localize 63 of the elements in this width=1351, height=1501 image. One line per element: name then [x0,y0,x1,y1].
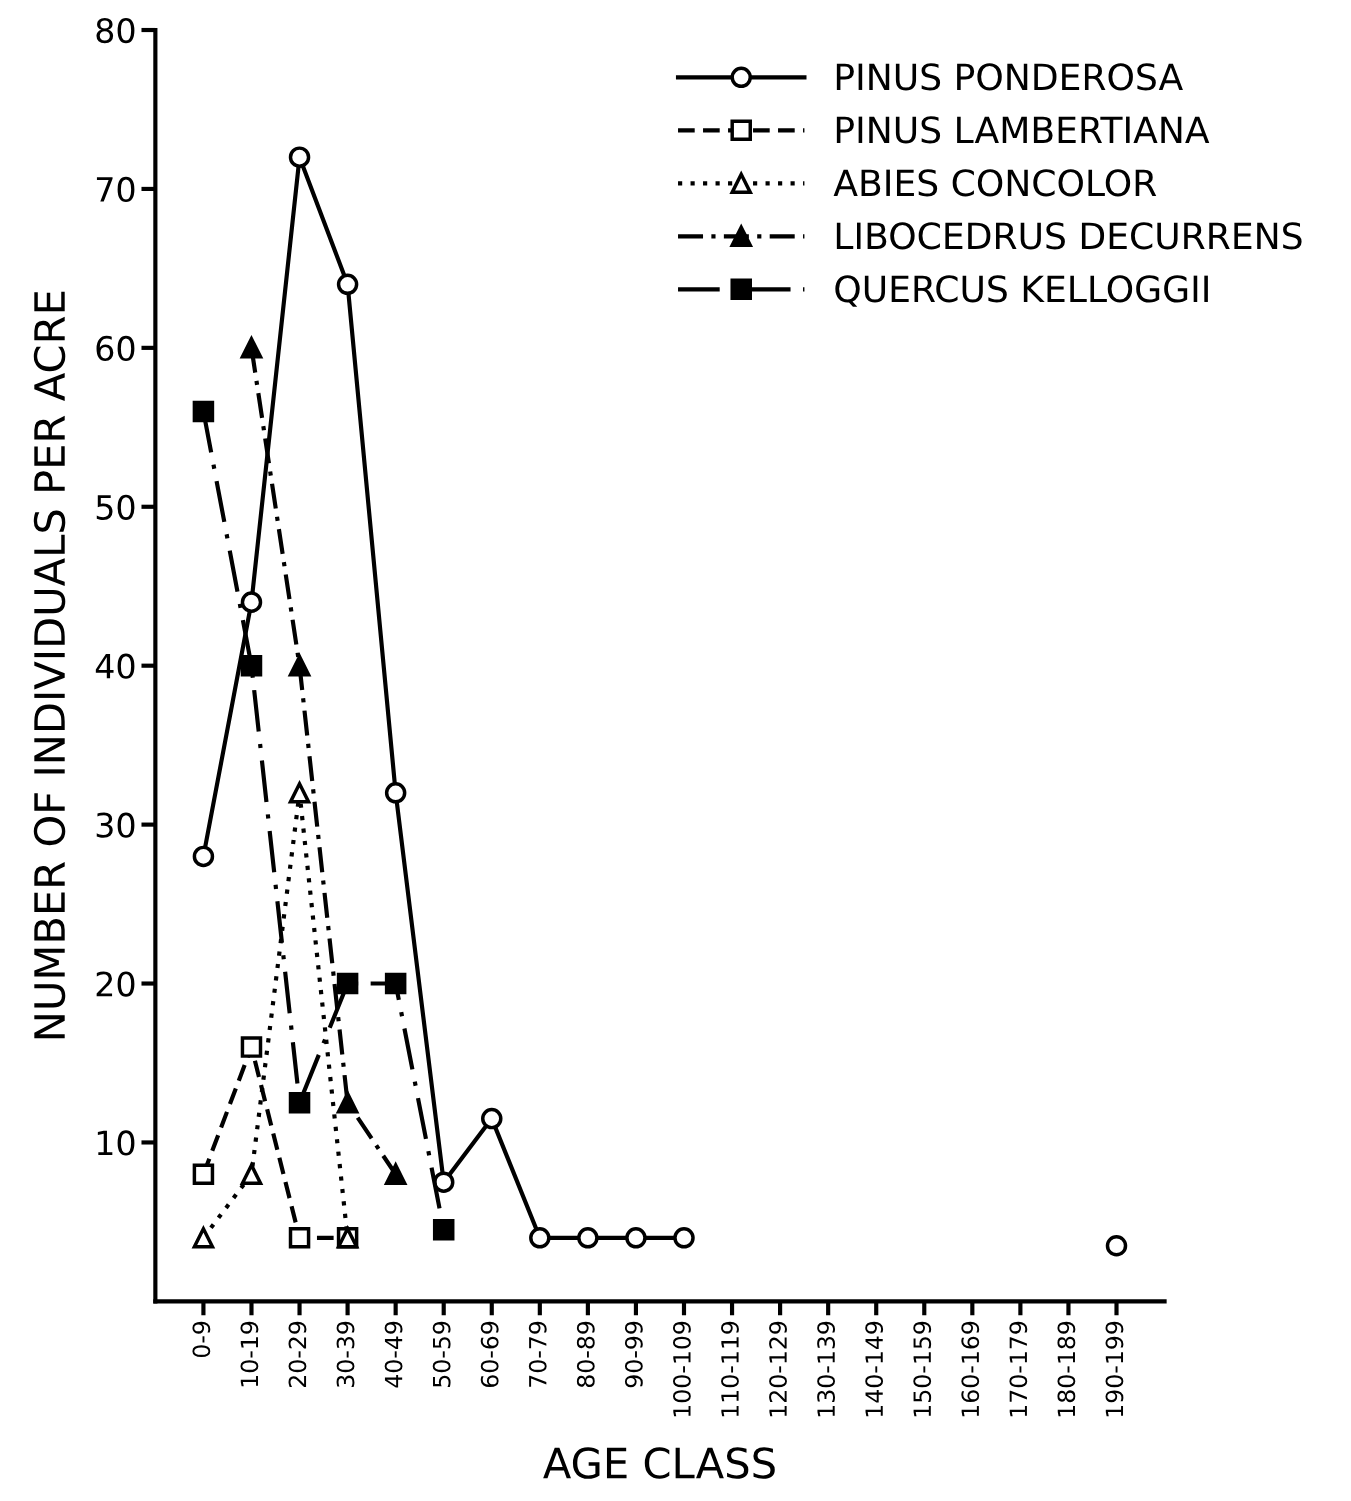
legend-label: PINUS PONDEROSA [836,63,1183,91]
point [288,1091,311,1114]
point [192,1163,215,1185]
legend-label: LIBOCEDRUS DECURRENS [836,222,1302,250]
x-tick-label: 100-109 [672,1321,691,1417]
x-tick-label: 0-9 [192,1321,211,1358]
point [625,1227,647,1249]
legend-label: PINUS LAMBERTIANA [836,116,1210,144]
y-tick-label: 60 [96,335,135,361]
x-tick-label: 50-59 [432,1321,451,1387]
y-tick-label: 50 [96,494,135,520]
x-tick-label: 30-39 [336,1321,355,1387]
y-tick-label: 80 [96,17,135,44]
x-tick-label: 40-49 [384,1321,403,1388]
y-tick-label: 30 [96,812,135,838]
point [240,337,263,359]
point [384,782,407,804]
point [240,591,263,613]
y-tick-label: 40 [95,653,135,679]
y-tick-label: 20 [96,971,135,997]
y-axis-title: NUMBER OF INDIVIDUALS PER ACRE [33,291,66,1039]
x-tick-label: 160-169 [961,1321,980,1417]
point [240,654,263,677]
x-tick-label: 150-159 [913,1321,932,1417]
x-tick-label: 130-139 [817,1321,836,1417]
point [240,1036,263,1058]
point [432,1219,455,1241]
x-tick-label: 170-179 [1009,1321,1028,1417]
point [192,400,215,423]
point [673,1227,695,1249]
point [192,1227,215,1249]
point [288,654,311,677]
x-tick-label: 190-199 [1105,1321,1124,1417]
x-tick-label: 10-19 [240,1321,259,1387]
legend-label: QUERCUS KELLOGGII [835,275,1208,307]
point [336,273,359,296]
point [1105,1234,1128,1257]
x-tick-label: 70-79 [528,1321,547,1387]
y-tick-label: 10 [97,1130,135,1156]
x-tick-label: 80-89 [576,1321,595,1388]
point [384,1163,407,1185]
point [336,1091,359,1114]
x-tick-label: 140-149 [865,1321,884,1417]
point [529,1227,551,1249]
point [288,146,311,168]
point [384,972,407,995]
point [288,782,311,804]
point [432,1171,455,1193]
x-tick-label: 110-119 [721,1321,739,1417]
y-tick-label: 70 [96,176,135,203]
legend-label: ABIES CONCOLOR [833,169,1157,197]
point [192,845,215,868]
x-axis-title: AGE CLASS [543,1447,775,1479]
point [288,1227,311,1249]
x-tick-label: 120-129 [769,1321,787,1417]
point [481,1107,503,1130]
point [577,1227,599,1249]
x-tick-label: 90-99 [624,1321,643,1388]
point [240,1163,263,1185]
x-tick-label: 180-189 [1057,1321,1076,1417]
point [336,972,359,995]
x-tick-label: 60-69 [480,1321,499,1388]
x-tick-label: 20-29 [288,1321,307,1387]
